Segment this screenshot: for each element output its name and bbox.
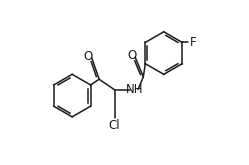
Text: O: O <box>84 50 93 63</box>
Text: F: F <box>189 36 196 49</box>
Text: Cl: Cl <box>109 119 121 132</box>
Text: O: O <box>127 50 136 63</box>
Text: NH: NH <box>125 83 143 96</box>
